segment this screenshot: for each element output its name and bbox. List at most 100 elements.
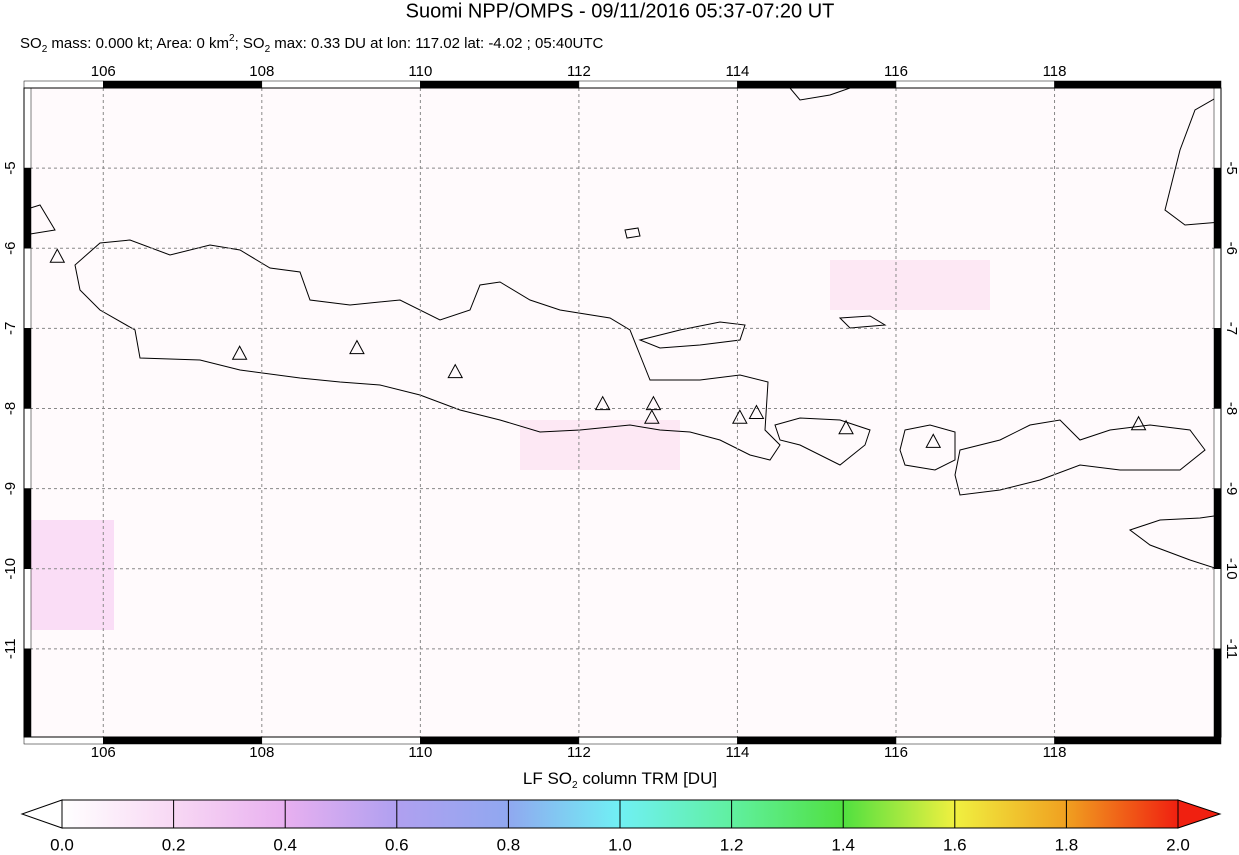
colorbar-tick-label: 0.8 — [497, 835, 521, 854]
colorbar-tick-label: 2.0 — [1166, 835, 1190, 854]
colorbar-tick-label: 0.4 — [273, 835, 297, 854]
frame-segment — [737, 80, 897, 89]
frame-segment — [23, 736, 104, 745]
frame-segment — [23, 247, 32, 329]
y-tick-label: -10 — [1223, 558, 1239, 580]
volcano — [49, 248, 66, 263]
x-tick-label: 108 — [249, 744, 274, 761]
y-tick-label: -8 — [1223, 402, 1239, 415]
frame-segment — [261, 80, 421, 89]
colorbar-tick-label: 0.2 — [162, 835, 186, 854]
y-tick-label: -11 — [2, 639, 19, 660]
x-tick-label: 118 — [1043, 63, 1067, 80]
volcano — [643, 409, 660, 424]
x-tick-label: 106 — [91, 744, 116, 761]
frame-segment — [23, 167, 32, 249]
colorbar-tick-label: 1.2 — [720, 835, 744, 854]
volcano — [645, 395, 662, 411]
colorbar-tick-label: 1.6 — [943, 835, 967, 854]
y-tick-label: -10 — [2, 558, 19, 580]
volcano — [748, 404, 765, 419]
colorbar-arrow-high — [1177, 799, 1222, 829]
colorbar-label: LF SO2 column TRM [DU] — [523, 769, 717, 791]
volcano — [594, 395, 611, 411]
map-border — [23, 87, 1222, 738]
frame-segment — [737, 736, 897, 745]
frame-segment — [895, 80, 1055, 89]
frame-segment — [23, 328, 32, 409]
text-part: SO — [20, 35, 42, 52]
map-area — [24, 88, 1221, 737]
frame-segment — [1054, 80, 1222, 89]
x-tick-label: 110 — [408, 744, 432, 761]
volcano — [231, 345, 248, 360]
colorbar-tick-label: 0.0 — [50, 835, 74, 854]
frame-segment — [1213, 568, 1222, 650]
colorbar-tick-label: 0.6 — [385, 835, 409, 854]
frame-segment — [1213, 247, 1222, 329]
volcano — [1130, 415, 1147, 431]
text-part: column TRM [DU] — [578, 769, 718, 788]
y-tick-label: -7 — [1223, 322, 1239, 335]
frame-segment — [578, 80, 738, 89]
y-tick-label: -7 — [2, 322, 19, 335]
y-tick-label: -9 — [2, 482, 19, 495]
frame-segment — [578, 736, 738, 745]
frame-segment — [261, 736, 421, 745]
x-tick-label: 114 — [725, 744, 749, 761]
frame-segment — [420, 80, 580, 89]
frame-segment — [1213, 488, 1222, 569]
text-part: LF SO — [523, 769, 572, 788]
text-part: 2 — [572, 780, 578, 791]
frame-segment — [23, 80, 104, 89]
y-tick-label: -5 — [2, 161, 19, 174]
frame-segment — [1213, 167, 1222, 249]
x-tick-label: 112 — [567, 63, 591, 80]
colorbar-tick-label: 1.8 — [1055, 835, 1079, 854]
frame-segment — [103, 80, 263, 89]
y-tick-label: -9 — [1223, 482, 1239, 495]
x-tick-label: 110 — [408, 63, 432, 80]
map-frame — [23, 80, 1222, 745]
x-tick-label: 116 — [884, 63, 908, 80]
colorbar: 0.0 0.2 0.4 0.6 0.8 1.0 1.2 1.4 1.6 1.8 2.0 — [20, 799, 1222, 854]
text-part: 2 — [265, 44, 271, 55]
frame-segment — [1054, 736, 1222, 745]
x-tick-label: 112 — [567, 744, 591, 761]
y-tick-label: -6 — [2, 242, 19, 255]
volcano — [731, 409, 748, 424]
grid — [24, 88, 1221, 737]
volcano-markers — [49, 248, 1147, 448]
colorbar-tick-label: 1.4 — [831, 835, 855, 854]
frame-segment — [895, 736, 1055, 745]
title: Suomi NPP/OMPS - 09/11/2016 05:37-07:20 … — [406, 0, 835, 22]
y-tick-label: -5 — [1223, 161, 1239, 174]
x-tick-label: 118 — [1043, 744, 1067, 761]
x-tick-label: 114 — [725, 63, 749, 80]
frame-segment — [1213, 87, 1222, 169]
colorbar-arrow-low — [20, 799, 63, 829]
text-part: max: 0.33 DU at lon: 117.02 lat: -4.02 ;… — [270, 35, 603, 52]
frame-segment — [23, 648, 32, 738]
x-tick-label: 116 — [884, 744, 908, 761]
y-tick-label: -8 — [2, 402, 19, 415]
frame-segment — [23, 488, 32, 569]
frame-segment — [1213, 328, 1222, 409]
frame-segment — [103, 736, 263, 745]
y-tick-label: -6 — [1223, 242, 1239, 255]
volcano — [447, 363, 464, 379]
colorbar-tick-label: 1.0 — [608, 835, 632, 854]
x-tick-label: 108 — [249, 63, 274, 80]
frame-segment — [1213, 408, 1222, 489]
frame-segment — [420, 736, 580, 745]
volcano — [349, 339, 365, 355]
frame-segment — [23, 87, 32, 169]
frame-segment — [23, 568, 32, 650]
frame-segment — [1213, 648, 1222, 738]
volcano — [925, 433, 942, 448]
volcano — [838, 419, 854, 435]
text-part: 2 — [229, 33, 235, 44]
y-tick-label: -11 — [1223, 639, 1239, 660]
text-part: ; SO — [235, 35, 265, 52]
